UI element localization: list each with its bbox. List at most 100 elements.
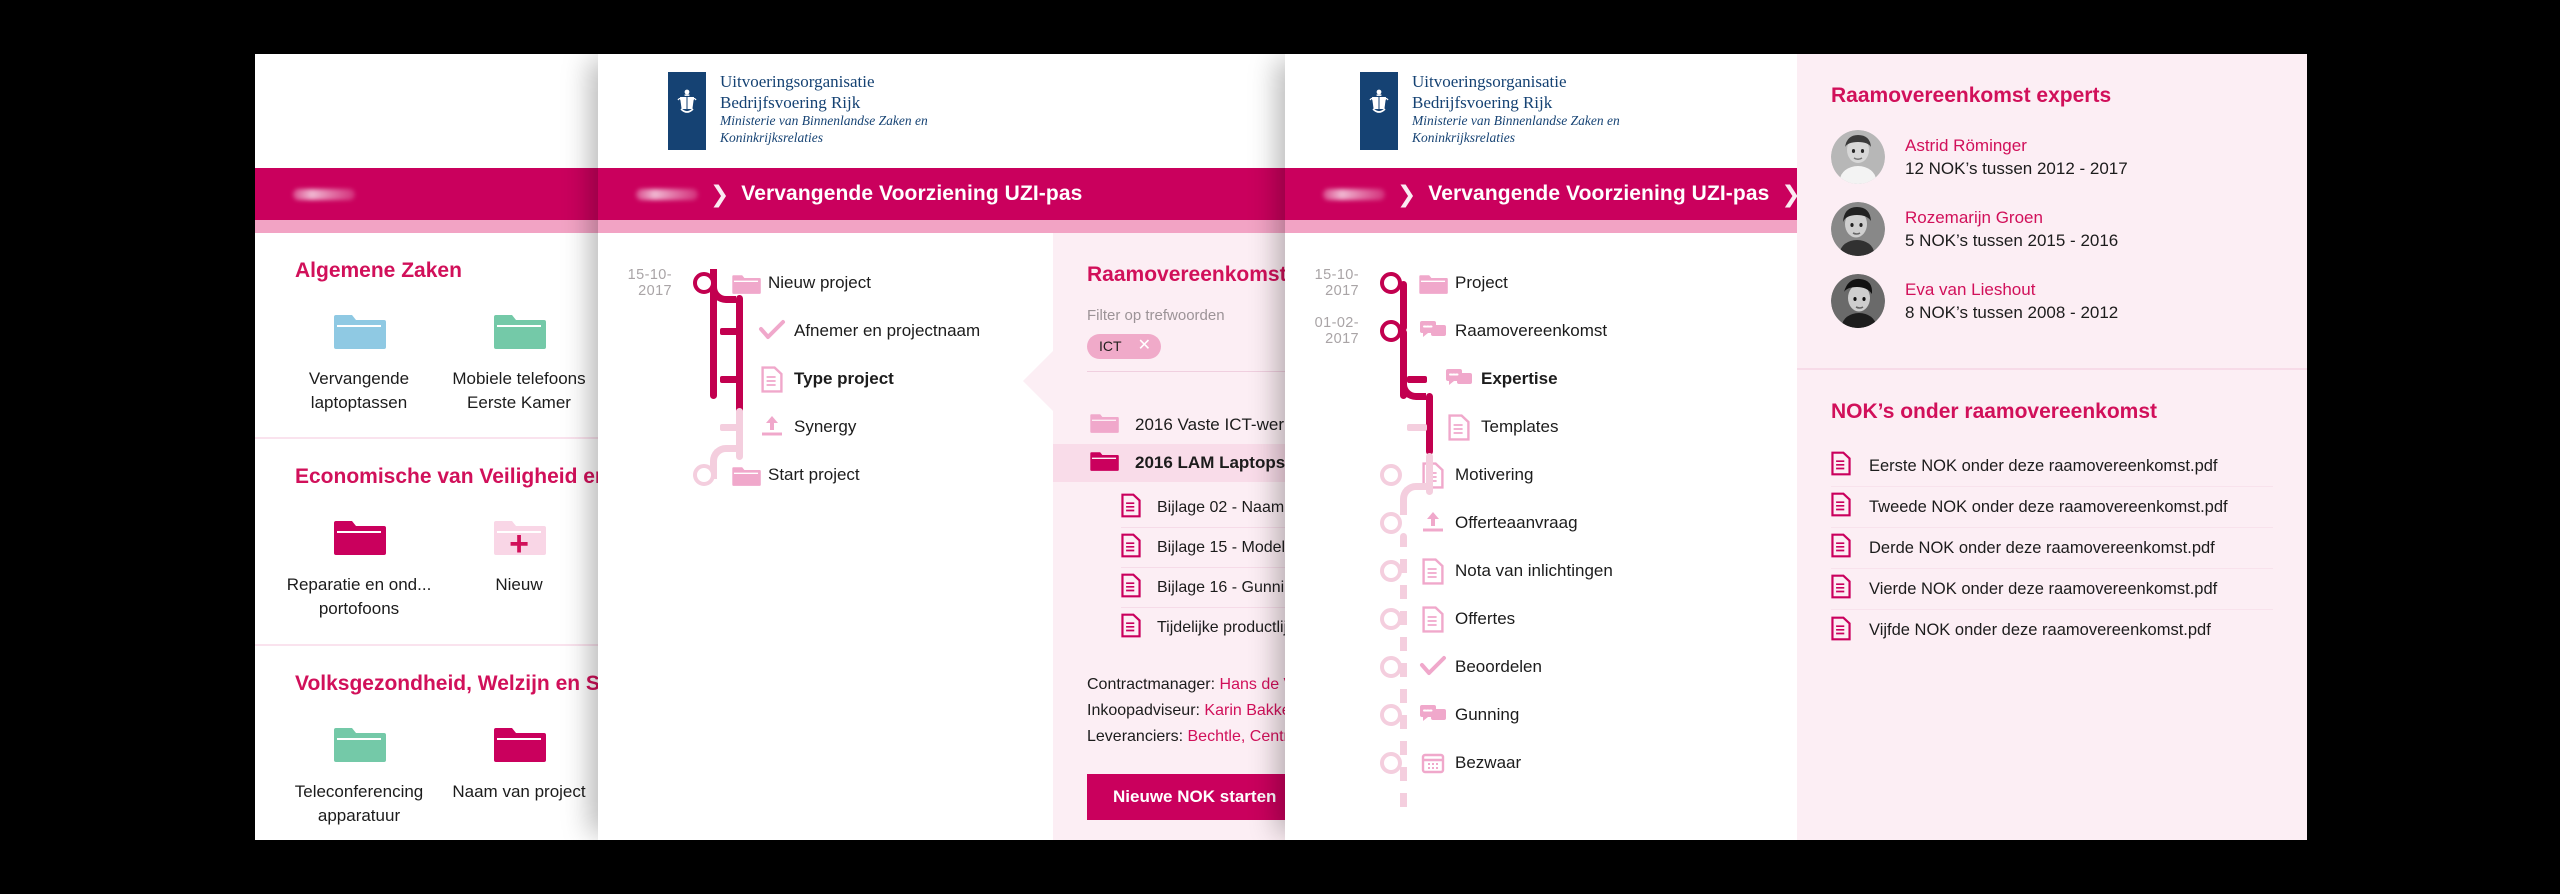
filter-chip-ict[interactable]: ICT ✕ [1087,334,1161,359]
meta-value-link[interactable]: Bechtle, Centralpoint [1187,727,1289,745]
timeline-row[interactable]: Gunning [1285,691,2307,739]
expert-name[interactable]: Rozemarijn Groen [1905,207,2043,227]
avatar [1831,274,1885,328]
timeline-row[interactable]: Start project [598,451,1288,499]
timeline-marker-ring [1371,560,1411,582]
nok-row[interactable]: Eerste NOK onder deze raamovereenkomst.p… [1831,446,2273,487]
timeline-row[interactable]: Beoordelen [1285,643,2307,691]
meta-value-link[interactable]: Hans de Vries [1219,676,1288,693]
timeline-row[interactable]: Offerteaanvraag [1285,499,2307,547]
expert-name[interactable]: Eva van Lieshout [1905,279,2036,299]
timeline-elbow [1400,366,1426,400]
expert-detail: 5 NOK’s tussen 2015 - 2016 [1905,230,2119,250]
nok-label: Vierde NOK onder deze raamovereenkomst.p… [1869,579,2218,598]
close-icon[interactable]: ✕ [1137,337,1151,354]
document-icon [1831,451,1851,481]
timeline-row[interactable]: Bezwaar [1285,739,2307,787]
avatar [1831,130,1885,184]
document-row[interactable]: Bijlage 02 - Naam van het document.pdf [1121,488,1288,528]
timeline-label: Nota van inlichtingen [1455,561,1613,580]
timeline-label: Templates [1481,417,1559,436]
breadcrumb-item-project[interactable]: Vervangende Voorziening UZI-pas [1428,182,1770,205]
logo-line-4: Koninkrijksrelaties [720,129,823,145]
folder-item[interactable]: Teleconferencing apparatuur [279,712,439,828]
timeline-row[interactable]: Nota van inlichtingen [1285,547,2307,595]
breadcrumb-root-blurred[interactable] [293,188,355,200]
chevron-right-icon: ❯ [1781,180,1801,207]
expert-row[interactable]: Astrid Röminger 12 NOK’s tussen 2012 - 2… [1831,130,2273,184]
chevron-right-icon: ❯ [710,180,730,207]
folder-add-icon: + [439,505,599,567]
timeline-row[interactable]: 15-10-2017 Project [1285,259,2307,307]
timeline-label: Beoordelen [1455,657,1542,676]
timeline-label: Start project [768,465,860,484]
folder-caption-text: Reparatie en ond... portofoons [286,575,432,619]
timeline-row[interactable]: Afnemer en projectnaam [598,307,1288,355]
timeline-marker-ring [1371,464,1411,486]
plus-icon: + [509,525,529,564]
timeline-row[interactable]: Motivering [1285,451,2307,499]
meta-value-link[interactable]: Karin Bakker [1204,701,1288,719]
logo-line-2: Bedrijfsvoering Rijk [720,92,861,112]
folder-item[interactable]: Reparatie en ond... portofoons [279,505,439,621]
timeline-row[interactable]: Templates [1285,403,2307,451]
project-timeline-3: 15-10-2017 Project 01-02-2017 Raamoveree… [1285,233,2307,815]
document-icon [1831,574,1851,604]
folder-grid: Algemene Zaken Vervangende laptoptassen M… [255,233,935,840]
avatar [1831,202,1885,256]
document-row[interactable]: Bijlage 16 - Gunningsbeslissing.pdf [1121,568,1288,608]
logo-line-1: Uitvoeringsorganisatie [1412,72,1567,91]
breadcrumb-root-blurred[interactable] [1323,188,1385,200]
timeline-row[interactable]: Synergy [598,403,1288,451]
timeline-label: Bezwaar [1455,753,1522,772]
nok-row[interactable]: Derde NOK onder deze raamovereenkomst.pd… [1831,528,2273,569]
document-row[interactable]: Bijlage 15 - Modelovereenkomst.pdf [1121,528,1288,568]
nok-row[interactable]: Tweede NOK onder deze raamovereenkomst.p… [1831,487,2273,528]
document-label: Tijdelijke productlijst 2016.pdf [1157,619,1288,636]
folder-item[interactable]: Vervangende laptoptassen [279,299,439,415]
folder-caption: Nieuw [439,573,599,597]
nieuwe-nok-starten-button[interactable]: Nieuwe NOK starten [1087,773,1288,820]
timeline-row[interactable]: 01-02-2017 Raamovereenkomst [1285,307,2307,355]
timeline-marker-stub [710,375,750,383]
folder-item-new[interactable]: + Nieuw [439,505,599,621]
contract-meta: Contractmanager: Hans de Vries Inkoopadv… [1087,672,1288,750]
breadcrumb-root-blurred[interactable] [636,188,698,200]
folder-item[interactable]: Mobiele telefoons Eerste Kamer [439,299,599,415]
document-icon [1121,493,1141,523]
list-item-selected[interactable]: 2016 LAM Laptops en tablets [1053,444,1288,482]
timeline-spine-branch [1426,393,1433,455]
nok-label: Tweede NOK onder deze raamovereenkomst.p… [1869,497,2228,516]
timeline-row[interactable]: Type project [598,355,1288,403]
folder-caption-text: Naam van project [452,781,586,801]
breadcrumb-item-project[interactable]: Vervangende Voorziening UZI-pas [741,182,1083,205]
timeline-row[interactable]: Offertes [1285,595,2307,643]
upload-icon [750,414,794,440]
document-icon [1437,413,1481,441]
timeline-row[interactable]: 15-10-2017 Nieuw project [598,259,1288,307]
folder-caption: Naam van project [439,780,599,804]
timeline-label: Offertes [1455,609,1516,628]
timeline-marker-ring [1371,512,1411,534]
expert-row[interactable]: Rozemarijn Groen 5 NOK’s tussen 2015 - 2… [1831,202,2273,256]
experts-section: Raamovereenkomst experts Astrid Röminger… [1797,54,2307,368]
nok-row[interactable]: Vierde NOK onder deze raamovereenkomst.p… [1831,569,2273,610]
timeline-marker-stub [710,423,750,431]
document-row[interactable]: Tijdelijke productlijst 2016.pdf [1121,608,1288,648]
expert-name[interactable]: Astrid Röminger [1905,135,2027,155]
expert-detail: 8 NOK’s tussen 2008 - 2012 [1905,302,2119,322]
folder-item[interactable]: Naam van project [439,712,599,828]
list-item-label: 2016 Vaste ICT-werkplek [1135,415,1288,434]
list-item[interactable]: 2016 Vaste ICT-werkplek [1087,406,1288,444]
folder-caption: Reparatie en ond... portofoons [279,573,439,621]
expert-row[interactable]: Eva van Lieshout 8 NOK’s tussen 2008 - 2… [1831,274,2273,328]
document-icon [1411,605,1455,633]
document-label: Bijlage 16 - Gunningsbeslissing.pdf [1157,578,1288,596]
panel-raamovereenkomst-detail: Uitvoeringsorganisatie Bedrijfsvoering R… [1285,54,2307,840]
timeline-date: 15-10-2017 [1314,267,1359,299]
nok-row[interactable]: Vijfde NOK onder deze raamovereenkomst.p… [1831,610,2273,651]
folder-group: Economische van Veiligheid en Justitie R… [255,437,935,643]
dutch-coat-of-arms-icon [1360,72,1398,150]
timeline-spine-active [1400,329,1407,399]
timeline-row[interactable]: Expertise [1285,355,2307,403]
